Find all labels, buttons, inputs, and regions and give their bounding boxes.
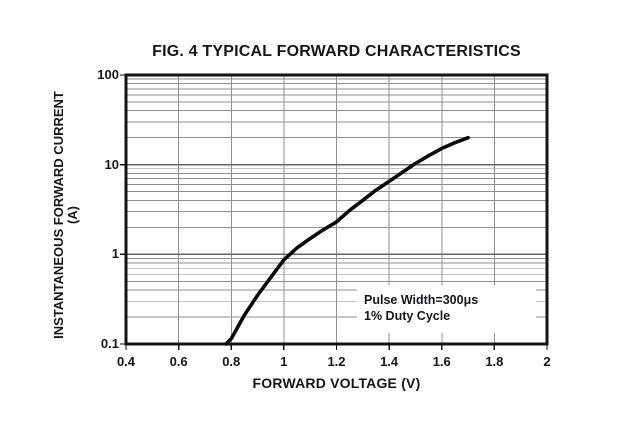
y-axis-label-unit: (A): [65, 205, 80, 225]
annotation-duty-cycle: 1% Duty Cycle: [364, 309, 451, 323]
figure-title: FIG. 4 TYPICAL FORWARD CHARACTERISTICS: [152, 43, 521, 60]
x-tick-label-1.6: 1.6: [432, 354, 451, 369]
y-axis-label-line1: INSTANTANEOUS FORWARD CURRENT: [51, 91, 66, 339]
y-axis-label: INSTANTANEOUS FORWARD CURRENT (A): [51, 91, 80, 339]
x-tick-label-0.6: 0.6: [169, 354, 188, 369]
y-tick-label-100: 100: [97, 67, 119, 82]
test-conditions-annotation: Pulse Width=300μs 1% Duty Cycle: [364, 292, 534, 324]
x-tick-label-1.8: 1.8: [485, 354, 504, 369]
y-tick-label-10: 10: [104, 156, 119, 172]
x-axis-label: FORWARD VOLTAGE (V): [252, 375, 421, 391]
x-tick-label-0.4: 0.4: [116, 354, 136, 369]
x-tick-label-1.4: 1.4: [380, 354, 399, 369]
x-tick-label-2: 2: [543, 354, 551, 369]
x-tick-label-1.2: 1.2: [327, 354, 346, 369]
x-tick-label-0.8: 0.8: [222, 354, 241, 369]
x-tick-label-1: 1: [280, 354, 288, 369]
y-tick-label-1: 1: [111, 246, 119, 262]
annotation-pulse-width: Pulse Width=300μs: [364, 293, 479, 307]
y-tick-label-0.1: 0.1: [100, 336, 119, 351]
